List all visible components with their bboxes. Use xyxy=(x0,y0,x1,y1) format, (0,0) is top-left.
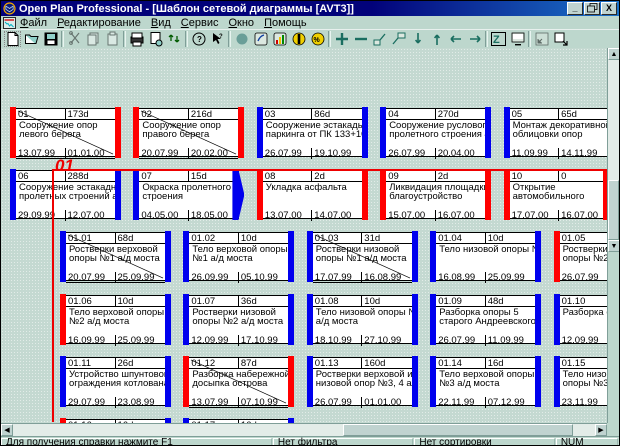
svg-text:?: ? xyxy=(219,34,223,40)
svg-text:?: ? xyxy=(197,35,202,44)
svg-text:%: % xyxy=(313,37,320,44)
svg-text:Z: Z xyxy=(493,34,500,46)
